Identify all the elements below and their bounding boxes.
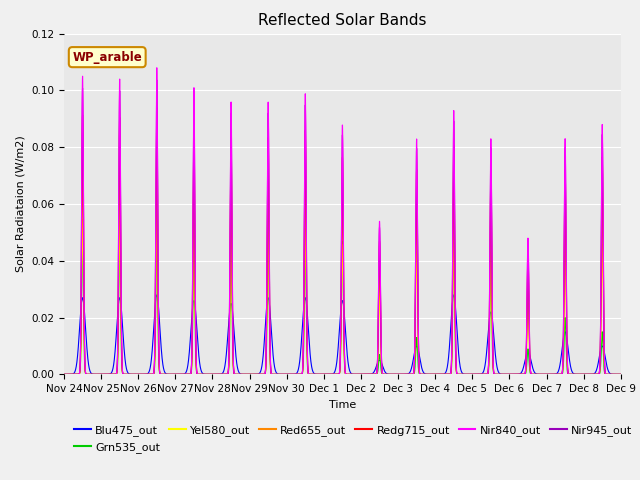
Title: Reflected Solar Bands: Reflected Solar Bands [258, 13, 427, 28]
X-axis label: Time: Time [329, 400, 356, 409]
Text: WP_arable: WP_arable [72, 51, 142, 64]
Legend: Blu475_out, Grn535_out, Yel580_out, Red655_out, Redg715_out, Nir840_out, Nir945_: Blu475_out, Grn535_out, Yel580_out, Red6… [70, 421, 637, 457]
Y-axis label: Solar Radiataion (W/m2): Solar Radiataion (W/m2) [15, 136, 26, 272]
